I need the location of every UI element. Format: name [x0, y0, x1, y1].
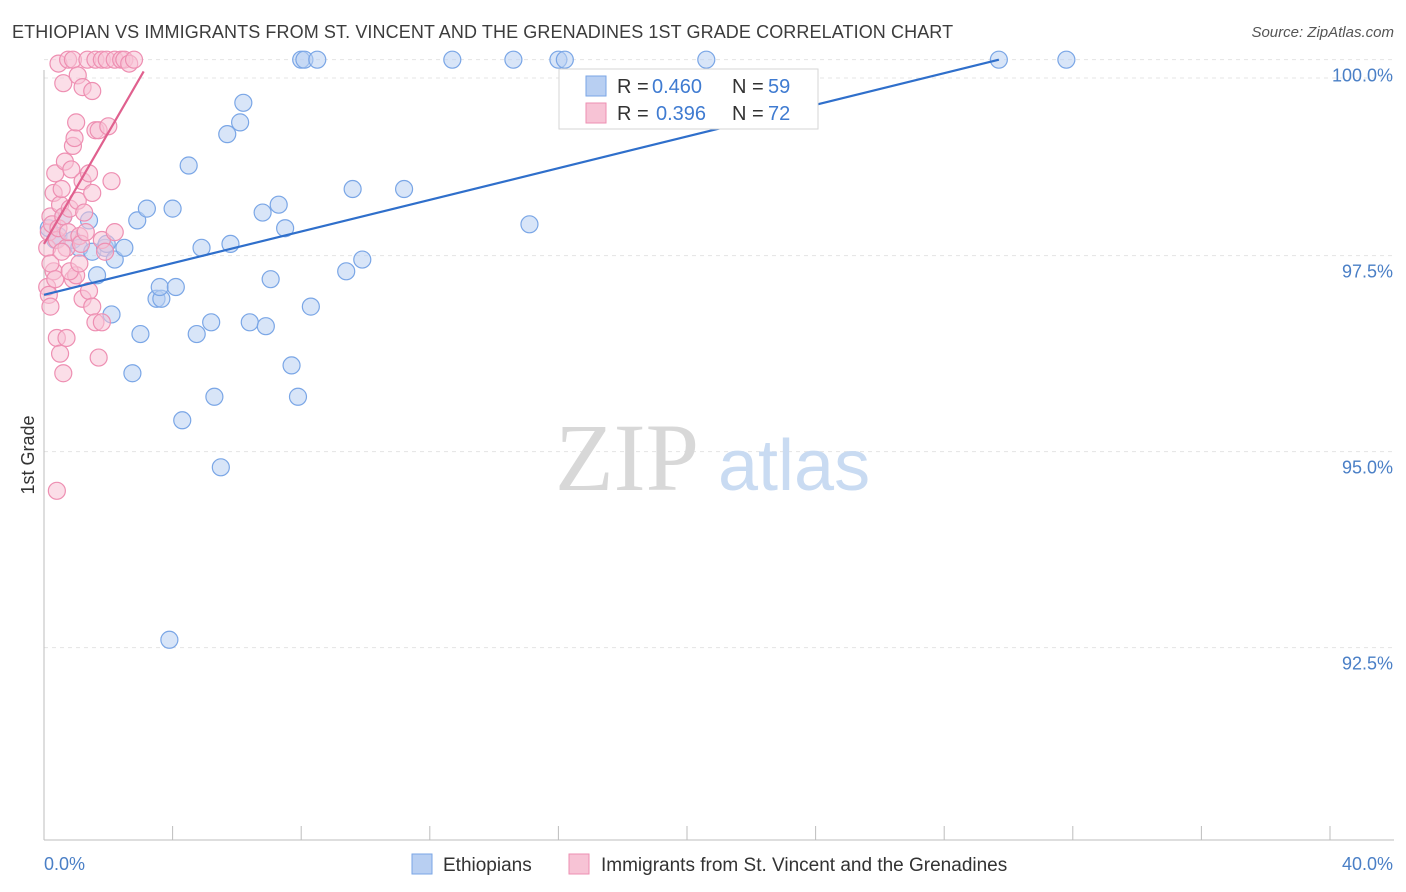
point-ethiopians-50: [443, 50, 462, 69]
point-immigrants-26: [83, 183, 102, 203]
x-tick-label-1: 40.0%: [1342, 854, 1393, 874]
y-tick-label-1: 97.5%: [1342, 262, 1393, 282]
point-immigrants-18: [67, 113, 86, 132]
point-immigrants-24: [76, 223, 95, 242]
point-ethiopians-44: [308, 50, 327, 69]
legend-swatch-immigrants: [585, 102, 607, 124]
legend-r-label-0: R =: [617, 76, 649, 98]
point-ethiopians-14: [131, 324, 150, 344]
legend-r-value-0: 0.460: [652, 76, 702, 98]
series-legend-swatch-ethiopians: [411, 853, 433, 875]
watermark-zip: ZIP: [555, 404, 699, 511]
series-legend-label-immigrants: Immigrants from St. Vincent and the Gren…: [601, 855, 1007, 876]
point-ethiopians-40: [282, 356, 301, 375]
data-points: [38, 50, 1076, 649]
trend-line-ethiopians: [43, 58, 1000, 296]
point-ethiopians-39: [276, 219, 295, 238]
point-immigrants-66: [124, 50, 144, 69]
point-immigrants-58: [83, 81, 102, 101]
point-ethiopians-47: [343, 179, 362, 199]
point-immigrants-39: [50, 344, 70, 363]
point-immigrants-46: [83, 297, 102, 316]
y-tick-label-0: 100.0%: [1332, 66, 1393, 86]
point-ethiopians-21: [163, 199, 182, 218]
point-ethiopians-28: [211, 458, 230, 477]
point-immigrants-41: [57, 328, 76, 348]
legend-r-label-1: R =: [617, 103, 649, 125]
point-ethiopians-51: [504, 50, 523, 69]
point-ethiopians-16: [123, 364, 142, 383]
point-ethiopians-19: [150, 277, 169, 297]
source-credit: Source: ZipAtlas.com: [1251, 24, 1394, 41]
point-immigrants-36: [41, 297, 60, 316]
series-legend-label-ethiopians: Ethiopians: [443, 855, 532, 876]
point-immigrants-40: [54, 364, 73, 383]
legend-r-value-1: 0.396: [656, 103, 706, 125]
x-tick-label-0: 0.0%: [44, 854, 85, 874]
trend-lines: [43, 58, 1000, 296]
point-immigrants-23: [75, 203, 94, 222]
point-ethiopians-11: [115, 238, 134, 257]
point-immigrants-9: [52, 179, 71, 199]
trend-line-immigrants: [43, 70, 145, 245]
point-immigrants-33: [105, 223, 124, 242]
legend-n-label-0: N =: [732, 76, 764, 98]
watermark: ZIP atlas: [555, 404, 870, 511]
chart-title: ETHIOPIAN VS IMMIGRANTS FROM ST. VINCENT…: [12, 22, 954, 42]
legend-n-value-0: 59: [768, 76, 790, 98]
point-ethiopians-32: [234, 93, 253, 112]
point-immigrants-50: [47, 481, 66, 500]
point-ethiopians-45: [301, 297, 320, 316]
point-ethiopians-8: [87, 266, 107, 285]
y-tick-label-3: 92.5%: [1342, 654, 1393, 674]
watermark-atlas: atlas: [718, 426, 870, 506]
point-immigrants-71: [70, 254, 89, 273]
point-ethiopians-41: [288, 387, 308, 406]
point-ethiopians-26: [202, 313, 221, 332]
y-tick-label-2: 95.0%: [1342, 458, 1393, 478]
point-ethiopians-31: [231, 113, 250, 132]
point-ethiopians-54: [555, 50, 574, 69]
point-immigrants-52: [54, 74, 73, 93]
point-ethiopians-27: [205, 387, 224, 406]
point-immigrants-17: [65, 128, 84, 148]
point-ethiopians-34: [240, 313, 259, 332]
point-ethiopians-52: [520, 215, 539, 234]
point-ethiopians-22: [173, 411, 192, 430]
legend-n-label-1: N =: [732, 103, 764, 125]
point-ethiopians-37: [261, 270, 280, 289]
point-ethiopians-33: [160, 630, 179, 649]
point-immigrants-32: [102, 172, 121, 191]
series-legend-swatch-immigrants: [568, 853, 590, 875]
point-immigrants-15: [62, 160, 81, 179]
legend: R = 0.460 N = 59 R = 0.396 N = 72: [558, 68, 819, 130]
point-immigrants-49: [92, 313, 111, 332]
point-immigrants-68: [46, 270, 65, 289]
point-ethiopians-55: [697, 50, 716, 69]
legend-n-value-1: 72: [768, 103, 790, 125]
grid-lines: [44, 59, 1394, 649]
point-ethiopians-38: [269, 195, 288, 214]
series-legend: Ethiopians Immigrants from St. Vincent a…: [411, 853, 1007, 876]
point-ethiopians-29: [218, 125, 237, 144]
point-ethiopians-36: [256, 317, 275, 336]
axes: 100.0% 97.5% 95.0% 92.5% 0.0% 40.0%: [43, 66, 1394, 874]
legend-swatch-ethiopians: [585, 75, 607, 97]
point-ethiopians-35: [253, 203, 272, 222]
point-immigrants-69: [52, 242, 71, 261]
point-ethiopians-13: [128, 211, 147, 230]
point-ethiopians-49: [394, 179, 414, 199]
point-immigrants-30: [95, 242, 115, 261]
point-ethiopians-20: [166, 277, 185, 297]
point-ethiopians-23: [179, 156, 198, 175]
point-ethiopians-48: [353, 250, 372, 269]
point-ethiopians-24: [187, 324, 206, 344]
point-ethiopians-15: [137, 199, 156, 218]
point-immigrants-48: [89, 348, 108, 367]
point-ethiopians-46: [337, 262, 356, 281]
point-ethiopians-57: [1057, 50, 1076, 69]
y-axis-label: 1st Grade: [18, 415, 38, 494]
